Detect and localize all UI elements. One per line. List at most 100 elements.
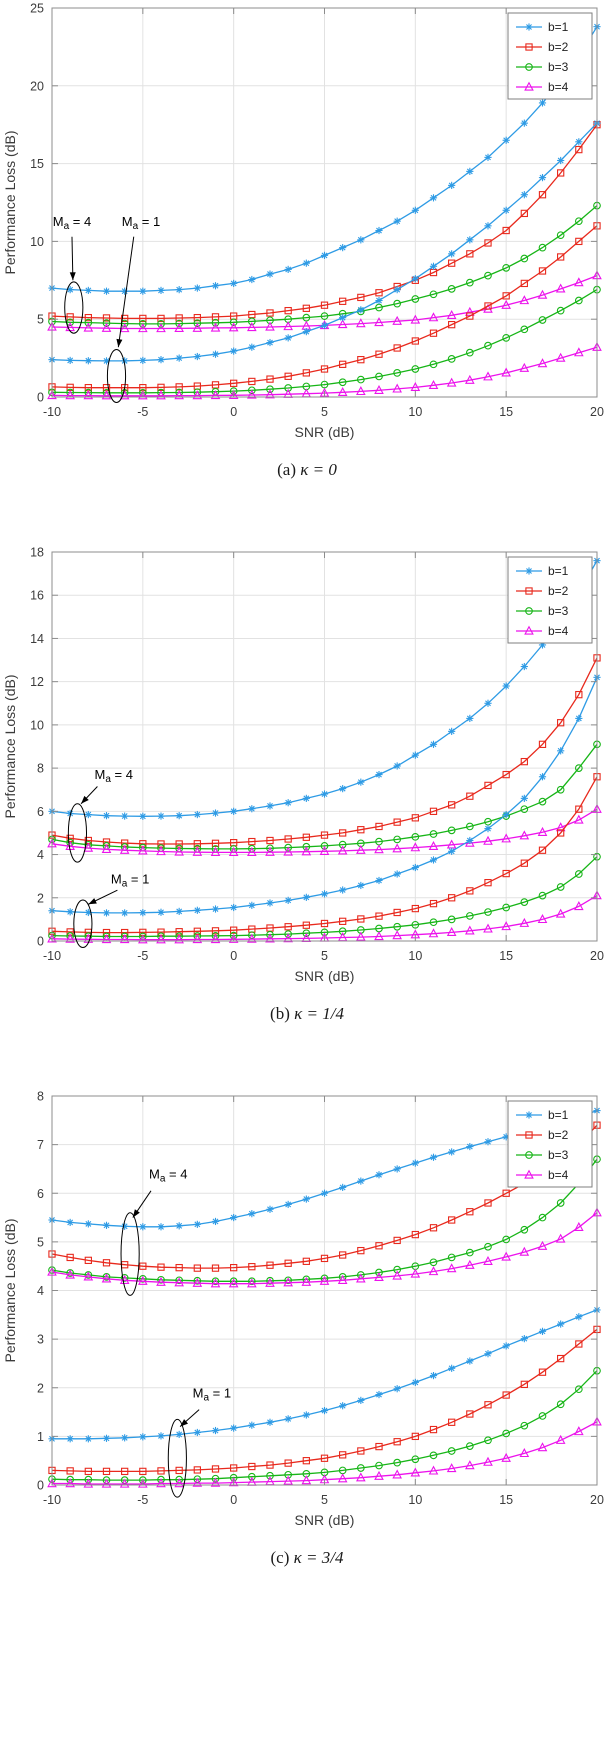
legend-label-b2: b=2: [548, 40, 569, 54]
svg-text:-5: -5: [137, 1493, 148, 1507]
svg-text:0: 0: [230, 405, 237, 419]
svg-text:6: 6: [37, 1187, 44, 1201]
series-ma4-b1: [48, 557, 601, 820]
svg-text:8: 8: [37, 762, 44, 776]
chart-b-caption: (b) κ = 1/4: [0, 1004, 614, 1024]
chart-a-caption: (a) κ = 0: [0, 460, 614, 480]
svg-text:-5: -5: [137, 405, 148, 419]
annotation-ma4: Ma = 4: [53, 214, 91, 334]
annotation-ma4: Ma = 4: [120, 1167, 187, 1296]
chart-a-block: -10 -5 0 5 10 15 20 0 5 10 15 20 25 SNR (dB) Performan…: [0, 0, 614, 480]
svg-text:16: 16: [30, 589, 44, 603]
svg-text:15: 15: [499, 949, 513, 963]
svg-text:10: 10: [30, 718, 44, 732]
caption-index: (b): [270, 1004, 290, 1023]
svg-text:0: 0: [230, 949, 237, 963]
svg-text:SNR (dB): SNR (dB): [295, 424, 355, 440]
figure-column: -10 -5 0 5 10 15 20 0 5 10 15 20 25 SNR (dB) Performan…: [0, 0, 614, 1568]
legend-label-b1: b=1: [548, 20, 569, 34]
svg-text:10: 10: [408, 949, 422, 963]
svg-text:2: 2: [37, 1381, 44, 1395]
series-ma4-b2: [48, 121, 601, 323]
caption-formula: κ = 1/4: [294, 1004, 344, 1023]
legend: b=1 b=2 b=3 b=4: [507, 556, 593, 644]
svg-text:25: 25: [30, 2, 44, 16]
axes: -10 -5 0 5 10 15 20 0 5 10 15 20 25 SNR (dB) Performan…: [2, 2, 604, 441]
group-label: Ma = 1: [193, 1385, 231, 1403]
group-label: Ma = 4: [53, 214, 91, 232]
annotation-ma4: Ma = 4: [67, 767, 133, 863]
y-axis-label: Performance Loss (dB): [2, 131, 18, 275]
series-ma1-b1: [48, 673, 601, 917]
chart-c-caption: (c) κ = 3/4: [0, 1548, 614, 1568]
legend: b=1 b=2 b=3 b=4: [507, 12, 593, 100]
svg-text:0: 0: [37, 1479, 44, 1493]
chart-a-canvas: -10 -5 0 5 10 15 20 0 5 10 15 20 25 SNR (dB) Performan…: [2, 2, 604, 441]
svg-text:0: 0: [37, 935, 44, 949]
svg-text:8: 8: [37, 1090, 44, 1104]
svg-text:2: 2: [37, 891, 44, 905]
svg-text:1: 1: [37, 1430, 44, 1444]
legend-label-b2: b=2: [548, 584, 569, 598]
svg-text:14: 14: [30, 632, 44, 646]
chart-b-block: -10 -5 0 5 10 15 20 0 2 4 6 8 10 12 14 16 18 SNR (dB) Perf…: [0, 544, 614, 1024]
annotation-ma1: Ma = 1: [73, 872, 149, 948]
chart-b-canvas: -10 -5 0 5 10 15 20 0 2 4 6 8 10 12 14 16 18 SNR (dB) Perf…: [2, 546, 604, 985]
group-label: Ma = 1: [122, 214, 160, 232]
legend-label-b2: b=2: [548, 1128, 569, 1142]
axes: -10 -5 0 5 10 15 20 0 1 2 3 4 5 6 7 8 SNR (dB) Performanc…: [2, 1090, 604, 1529]
svg-text:5: 5: [37, 1235, 44, 1249]
series-ma1-b1: [48, 1306, 601, 1443]
svg-text:SNR (dB): SNR (dB): [295, 968, 355, 984]
svg-text:20: 20: [590, 949, 604, 963]
caption-index: (c): [270, 1548, 290, 1567]
svg-text:0: 0: [37, 391, 44, 405]
svg-text:12: 12: [30, 675, 44, 689]
caption-formula: κ = 0: [300, 460, 337, 479]
caption-formula: κ = 3/4: [293, 1548, 344, 1567]
svg-text:5: 5: [321, 405, 328, 419]
svg-text:20: 20: [590, 405, 604, 419]
svg-text:15: 15: [499, 1493, 513, 1507]
svg-text:5: 5: [37, 313, 44, 327]
svg-text:4: 4: [37, 1284, 44, 1298]
group-label: Ma = 4: [95, 767, 133, 785]
svg-text:10: 10: [30, 235, 44, 249]
svg-text:5: 5: [321, 1493, 328, 1507]
annotation-ma1: Ma = 1: [167, 1385, 231, 1498]
series-ma1-b2: [48, 1325, 601, 1476]
legend-label-b4: b=4: [548, 1168, 569, 1182]
annotation-ma1: Ma = 1: [106, 214, 160, 403]
svg-text:10: 10: [408, 1493, 422, 1507]
chart-c-block: -10 -5 0 5 10 15 20 0 1 2 3 4 5 6 7 8 SNR (dB) Performanc…: [0, 1088, 614, 1568]
svg-text:SNR (dB): SNR (dB): [295, 1512, 355, 1528]
series-ma4-b2: [48, 1121, 601, 1272]
y-axis-label: Performance Loss (dB): [2, 1219, 18, 1363]
group-label: Ma = 4: [149, 1167, 187, 1185]
caption-index: (a): [277, 460, 296, 479]
series-ma4-b3: [48, 1155, 601, 1286]
axes: -10 -5 0 5 10 15 20 0 2 4 6 8 10 12 14 16 18 SNR (dB) Perf…: [2, 546, 604, 985]
chart-c-canvas: -10 -5 0 5 10 15 20 0 1 2 3 4 5 6 7 8 SNR (dB) Performanc…: [2, 1090, 604, 1529]
legend-label-b3: b=3: [548, 1148, 569, 1162]
legend-label-b1: b=1: [548, 564, 569, 578]
svg-text:18: 18: [30, 546, 44, 560]
y-axis-label: Performance Loss (dB): [2, 675, 18, 819]
svg-text:-10: -10: [43, 1493, 61, 1507]
svg-text:15: 15: [499, 405, 513, 419]
svg-text:-10: -10: [43, 405, 61, 419]
svg-text:6: 6: [37, 805, 44, 819]
svg-text:4: 4: [37, 848, 44, 862]
svg-text:3: 3: [37, 1333, 44, 1347]
legend-label-b3: b=3: [548, 60, 569, 74]
group-label: Ma = 1: [111, 872, 149, 890]
legend-label-b3: b=3: [548, 604, 569, 618]
svg-text:15: 15: [30, 157, 44, 171]
legend-label-b4: b=4: [548, 80, 569, 94]
svg-text:-10: -10: [43, 949, 61, 963]
svg-text:5: 5: [321, 949, 328, 963]
legend-label-b1: b=1: [548, 1108, 569, 1122]
svg-text:7: 7: [37, 1138, 44, 1152]
svg-text:-5: -5: [137, 949, 148, 963]
svg-text:20: 20: [590, 1493, 604, 1507]
